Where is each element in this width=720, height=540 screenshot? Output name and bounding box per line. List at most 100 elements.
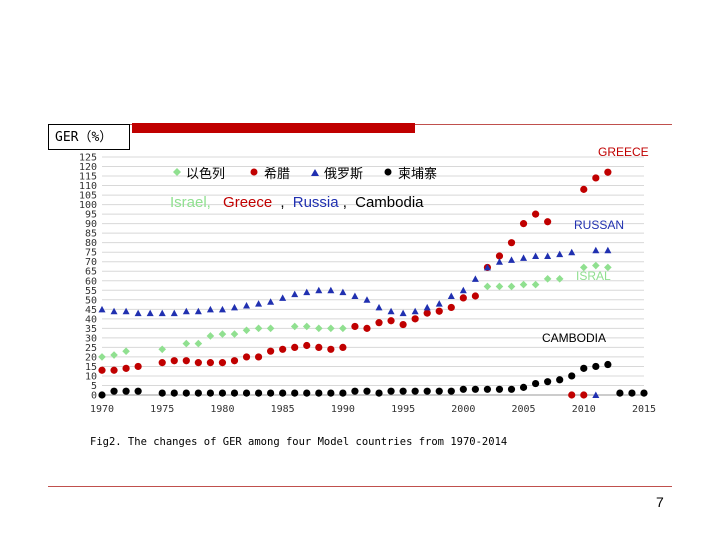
greece-point bbox=[459, 294, 467, 302]
legend-en: Israel, Greece , Russia , Cambodia bbox=[170, 194, 424, 211]
greece-point bbox=[447, 303, 455, 312]
russia-point bbox=[158, 309, 166, 317]
israel-point bbox=[182, 339, 191, 348]
russia-point bbox=[122, 307, 130, 315]
russia-point bbox=[303, 288, 311, 296]
greece-point bbox=[134, 362, 142, 371]
y-tick-label: 100 bbox=[79, 200, 97, 211]
cambodia-point bbox=[134, 387, 142, 395]
russia-point bbox=[495, 258, 503, 265]
russia-point bbox=[182, 307, 190, 315]
cambodia-point bbox=[122, 387, 130, 395]
legend-cn-russia: 俄罗斯 bbox=[324, 167, 363, 182]
russia-point bbox=[508, 256, 516, 263]
y-tick-label: 125 bbox=[79, 153, 97, 164]
legend-en-sep1: , bbox=[280, 194, 284, 211]
legend-cn-greece: 希腊 bbox=[264, 167, 290, 182]
annotation-greece: GREECE bbox=[598, 145, 649, 159]
outliers-point bbox=[580, 391, 588, 399]
russia-point bbox=[339, 288, 347, 296]
greece-point bbox=[327, 345, 335, 353]
x-tick-label: 1975 bbox=[150, 404, 174, 415]
cambodia-point bbox=[568, 372, 576, 380]
bottom-rule bbox=[48, 486, 672, 487]
cambodia-point bbox=[110, 387, 118, 395]
greece-point bbox=[303, 341, 311, 350]
greece-point bbox=[98, 366, 106, 374]
y-tick-label: 65 bbox=[85, 267, 97, 278]
y-tick-label: 5 bbox=[91, 381, 97, 392]
cambodia-point bbox=[182, 389, 190, 397]
y-tick-labels: 0510152025303540455055606570758085909510… bbox=[79, 153, 97, 402]
annotation-russia: RUSSAN bbox=[574, 218, 624, 232]
figure-caption: Fig2. The changes of GER among four Mode… bbox=[90, 436, 508, 448]
greece-point bbox=[267, 347, 275, 355]
y-tick-label: 90 bbox=[85, 219, 97, 230]
greece-point bbox=[363, 324, 371, 332]
israel-point bbox=[230, 330, 239, 338]
israel-point bbox=[315, 324, 323, 333]
cambodia-point bbox=[423, 387, 431, 395]
greece-point bbox=[230, 357, 239, 365]
russia-point bbox=[315, 286, 323, 294]
y-tick-label: 55 bbox=[85, 286, 97, 297]
greece-point bbox=[375, 319, 383, 327]
greece-point bbox=[544, 218, 552, 226]
y-tick-label: 0 bbox=[91, 391, 97, 402]
cambodia-point bbox=[399, 387, 407, 395]
y-tick-label: 105 bbox=[79, 191, 97, 202]
cambodia-point bbox=[303, 389, 311, 397]
outliers-point bbox=[568, 391, 576, 399]
israel-point bbox=[266, 324, 275, 333]
cambodia-point bbox=[387, 387, 395, 395]
russia-point bbox=[387, 307, 395, 315]
cambodia-point bbox=[616, 389, 624, 397]
israel-point bbox=[604, 263, 612, 272]
greece-point bbox=[351, 322, 359, 331]
cambodia-point bbox=[411, 387, 419, 395]
russia-point bbox=[206, 305, 214, 313]
russia-point bbox=[399, 309, 407, 317]
x-tick-label: 1970 bbox=[90, 404, 114, 415]
russia-point bbox=[146, 309, 154, 317]
annotation-israel: ISRAL bbox=[576, 269, 611, 283]
legend-en-sep2: , bbox=[343, 194, 347, 211]
israel-point bbox=[110, 351, 118, 359]
russia-point bbox=[230, 303, 238, 311]
israel-point bbox=[495, 282, 504, 291]
russia-point bbox=[327, 286, 335, 294]
legend-en-cambodia: Cambodia bbox=[355, 194, 424, 211]
y-tick-label: 35 bbox=[85, 324, 97, 335]
russia-point bbox=[98, 305, 106, 313]
greece-point bbox=[495, 252, 504, 260]
israel-point bbox=[254, 324, 263, 333]
greece-point bbox=[158, 359, 166, 367]
greece-point bbox=[194, 359, 202, 367]
cambodia-point bbox=[339, 389, 347, 397]
y-tick-label: 10 bbox=[85, 371, 97, 382]
legend-cn-israel: 以色列 bbox=[186, 166, 225, 182]
y-tick-label: 95 bbox=[85, 210, 97, 221]
greece-point bbox=[580, 185, 588, 193]
greece-point bbox=[254, 353, 263, 361]
israel-point bbox=[98, 353, 106, 361]
cambodia-point bbox=[556, 376, 564, 384]
x-tick-label: 2015 bbox=[632, 404, 656, 415]
greece-point bbox=[604, 168, 612, 176]
israel-point bbox=[158, 345, 167, 354]
legend-en-russia: Russia bbox=[293, 194, 340, 211]
cambodia-point bbox=[206, 389, 214, 397]
greece-point bbox=[218, 359, 227, 367]
russia-point bbox=[423, 303, 431, 311]
annotation-cambodia: CAMBODIA bbox=[542, 331, 606, 345]
russia-outlier-point bbox=[592, 391, 600, 398]
greece-point bbox=[242, 353, 251, 361]
greece-point bbox=[399, 320, 407, 329]
russia-point bbox=[447, 292, 455, 299]
x-tick-label: 1990 bbox=[331, 404, 355, 415]
cambodia-point bbox=[519, 383, 528, 391]
cambodia-point bbox=[218, 389, 227, 397]
legend-israel-marker bbox=[173, 168, 181, 176]
greece-point bbox=[507, 239, 516, 247]
